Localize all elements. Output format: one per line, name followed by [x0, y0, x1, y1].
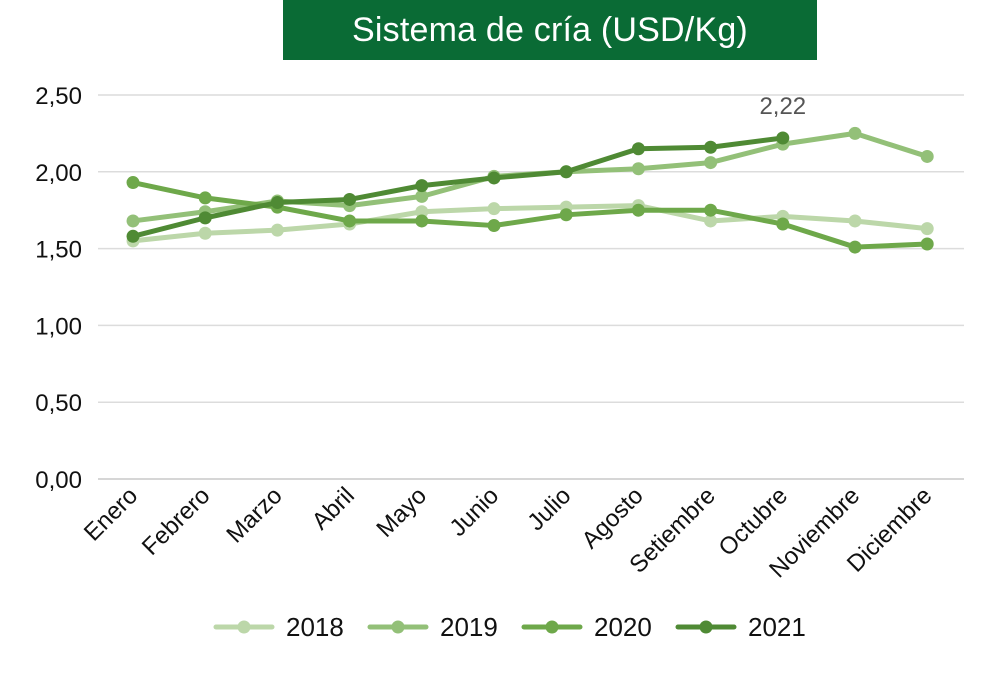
y-axis-tick-labels: 0,00 0,50 1,00 1,50 2,00 2,50: [35, 83, 82, 494]
data-point: [343, 192, 357, 206]
data-point: [704, 140, 718, 154]
x-tick-label-febrero: Febrero: [137, 482, 216, 561]
data-point: [415, 205, 429, 219]
data-point: [415, 214, 429, 228]
data-point: [198, 211, 212, 225]
chart-title: Sistema de cría (USD/Kg): [283, 0, 817, 60]
data-point: [848, 240, 862, 254]
data-point: [848, 126, 862, 140]
data-point: [126, 214, 140, 228]
data-labels: 2,22: [759, 93, 806, 120]
data-point: [704, 203, 718, 217]
data-point: [920, 222, 934, 236]
data-point: [559, 165, 573, 179]
legend-swatch-marker: [699, 620, 713, 634]
data-point: [920, 149, 934, 163]
data-point: [270, 196, 284, 210]
data-point: [487, 219, 501, 233]
y-tick-label: 0,50: [35, 390, 82, 417]
gridlines: [98, 94, 964, 480]
data-point: [631, 203, 645, 217]
data-point: [920, 237, 934, 251]
data-point: [415, 189, 429, 203]
series-2020: [126, 176, 934, 254]
x-tick-label-abril: Abril: [307, 482, 360, 535]
data-point: [343, 214, 357, 228]
data-point: [415, 179, 429, 193]
data-point: [198, 191, 212, 205]
series-lines: [126, 126, 934, 254]
series-line-2018: [130, 203, 930, 244]
data-point: [631, 162, 645, 176]
y-tick-label: 2,00: [35, 160, 82, 187]
series-line-2020: [130, 180, 930, 250]
data-point: [487, 202, 501, 216]
data-point: [270, 223, 284, 237]
x-tick-label-julio: Julio: [522, 482, 576, 536]
data-point: [126, 229, 140, 243]
legend-item-2020: 2020: [521, 612, 652, 642]
legend-label: 2018: [286, 612, 344, 642]
series-line-2021: [130, 135, 786, 239]
data-point: [776, 217, 790, 231]
data-point: [198, 226, 212, 240]
x-tick-label-marzo: Marzo: [221, 482, 287, 548]
data-point: [704, 156, 718, 170]
x-tick-label-mayo: Mayo: [371, 482, 432, 543]
legend-label: 2020: [594, 612, 652, 642]
legend-item-2021: 2021: [675, 612, 806, 642]
legend-swatch-marker: [545, 620, 559, 634]
legend-swatch-marker: [391, 620, 405, 634]
legend-label: 2019: [440, 612, 498, 642]
y-tick-label: 1,00: [35, 313, 82, 340]
y-tick-label: 1,50: [35, 237, 82, 264]
data-point: [487, 171, 501, 185]
x-tick-label-junio: Junio: [445, 482, 505, 542]
data-point: [848, 214, 862, 228]
data-point: [704, 214, 718, 228]
y-tick-label: 0,00: [35, 467, 82, 494]
x-tick-label-agosto: Agosto: [577, 482, 649, 554]
data-label: 2,22: [759, 93, 806, 120]
series-2021: [126, 131, 790, 243]
legend: 2018 2019 2020 2021: [213, 612, 806, 642]
data-point: [126, 176, 140, 190]
x-tick-label-enero: Enero: [79, 482, 143, 546]
data-point: [776, 131, 790, 145]
legend-item-2018: 2018: [213, 612, 344, 642]
data-point: [631, 142, 645, 156]
legend-swatch-marker: [237, 620, 251, 634]
legend-item-2019: 2019: [367, 612, 498, 642]
legend-label: 2021: [748, 612, 806, 642]
data-point: [559, 208, 573, 222]
y-tick-label: 2,50: [35, 83, 82, 110]
